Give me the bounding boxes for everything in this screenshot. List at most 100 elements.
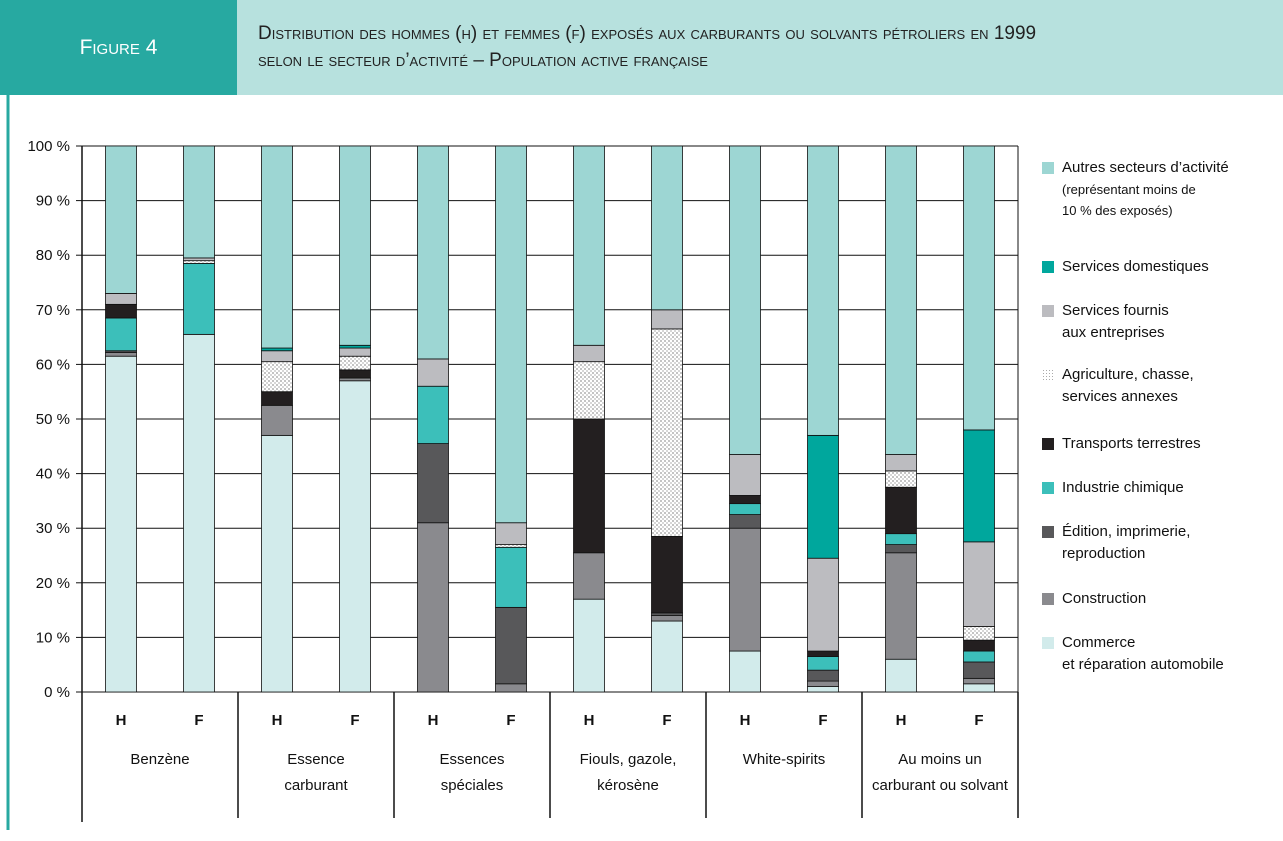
legend-note: (représentant moins de 10 % des exposés) [1062,182,1196,218]
bar-segment [417,443,449,524]
y-tick-label: 50 % [36,411,70,428]
bar-segment [885,544,917,554]
group-label: Essences spéciales [439,751,504,794]
legend-item: Construction [1042,588,1146,610]
bar-segment [885,454,917,472]
bar-segment [807,656,839,671]
bar-segment [105,293,137,305]
group-label-line: carburant [284,777,348,794]
group-label-line: kérosène [597,777,659,794]
bar-segment [963,541,995,627]
bar-segment [885,470,917,488]
x-tick-label: H [584,712,595,729]
legend-swatch [1042,637,1054,649]
bar-segment [105,355,137,693]
bar-segment [885,533,917,545]
y-tick-label: 20 % [36,575,70,592]
header-title: Distribution des hommes (h) et femmes (f… [258,23,1037,71]
y-tick-label: 90 % [36,193,70,210]
bar-segment [183,262,215,335]
bar-segment [651,615,683,622]
bar-segment [417,385,449,444]
group-label-line: Benzène [130,751,189,768]
legend-item: Commerce et réparation automobile [1042,632,1224,676]
bar-segment [807,650,839,657]
bar-segment [339,377,371,382]
bar-segment [339,145,371,346]
y-tick-label: 60 % [36,356,70,373]
legend-swatch [1042,482,1054,494]
bar-segment [807,680,839,687]
bar-segment [261,404,293,436]
legend-swatch [1042,261,1054,273]
bar-segment [573,145,605,346]
legend-label: Services fournis aux entreprises [1062,302,1169,341]
bar-segment [105,145,137,294]
group-label: Au moins un carburant ou solvant [872,751,1009,794]
x-tick-label: F [506,712,515,729]
legend-item: Édition, imprimerie, reproduction [1042,521,1190,565]
bar-segment [807,686,839,693]
bar-segment [183,145,215,259]
bar-segment [963,429,995,543]
legend-label: Construction [1062,590,1147,607]
group-label: Fiouls, gazole, kérosène [580,751,677,794]
bar-segment [729,145,761,455]
bar-segment [417,358,449,387]
group-label: White-spirits [743,751,826,768]
bar-segment [885,658,917,693]
bar-segment [183,333,215,693]
x-tick-label: H [740,712,751,729]
bar-segment [261,361,293,393]
x-tick-label: F [974,712,983,729]
legend-label: Services domestiques [1062,258,1209,275]
legend-swatch [1042,369,1054,381]
legend-swatch [1042,162,1054,174]
bar-segment [105,303,137,319]
bar-segment [573,418,605,554]
y-tick-label: 80 % [36,247,70,264]
bar-segment [963,677,995,685]
x-tick-label: H [896,712,907,729]
bar-segment [729,650,761,693]
bar-segment [729,454,761,496]
y-tick-label: 40 % [36,466,70,483]
legend-item: Services fournis aux entreprises [1042,300,1169,344]
bar-segment [495,606,527,685]
bar-segment [885,486,917,535]
bar-segment [651,145,683,311]
legend-label: Commerce et réparation automobile [1062,634,1224,673]
legend-item: Industrie chimique [1042,477,1184,499]
x-tick-label: F [818,712,827,729]
bar-segment [651,620,683,693]
bar-segment [495,145,527,524]
bar-segment [729,503,761,515]
x-tick-label: H [428,712,439,729]
y-tick-label: 70 % [36,302,70,319]
bar-segment [963,650,995,663]
bar-segment [729,514,761,529]
group-label-line: spéciales [441,777,504,794]
bar-segment [339,380,371,693]
bar-segment [573,361,605,420]
bar-segment [573,552,605,600]
bar-segment [807,557,839,652]
bar-segment [183,257,215,262]
group-label: Essence carburant [284,751,348,794]
y-tick-label: 100 % [27,138,70,155]
x-tick-label: F [194,712,203,729]
bar-segment [417,522,449,693]
header-band: Distribution des hommes (h) et femmes (f… [237,0,1283,95]
legend-label: Agriculture, chasse, services annexes [1062,366,1194,405]
legend-swatch [1042,438,1054,450]
group-label-line: Essences [439,751,504,768]
legend-label: Autres secteurs d’activité [1062,159,1229,176]
bar-segment [261,347,293,352]
bar-segment [651,328,683,537]
bar-segment [807,434,839,559]
legend-label: Industrie chimique [1062,479,1184,496]
legend-label: Édition, imprimerie, reproduction [1062,523,1191,562]
bar-segment [573,598,605,693]
group-label-line: Essence [287,751,345,768]
